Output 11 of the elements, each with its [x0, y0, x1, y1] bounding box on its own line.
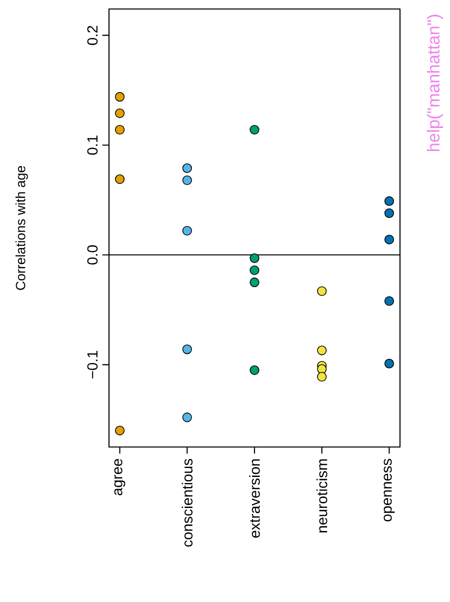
- x-tick-label: conscientious: [182, 458, 193, 547]
- y-tick-label: 0.2: [87, 26, 98, 45]
- y-axis-title: Correlations with age: [15, 166, 28, 290]
- y-tick-label: −0.1: [87, 350, 98, 378]
- x-tick-label: extraversion: [249, 459, 260, 538]
- x-tick-label: openness: [384, 458, 395, 522]
- y-tick-label: 0.1: [87, 136, 98, 155]
- x-tick-label: neuroticism: [316, 459, 328, 532]
- x-tick-label: agree: [114, 459, 126, 496]
- y-tick-label: 0.0: [87, 245, 98, 265]
- text: help("manhattan"): [426, 14, 443, 152]
